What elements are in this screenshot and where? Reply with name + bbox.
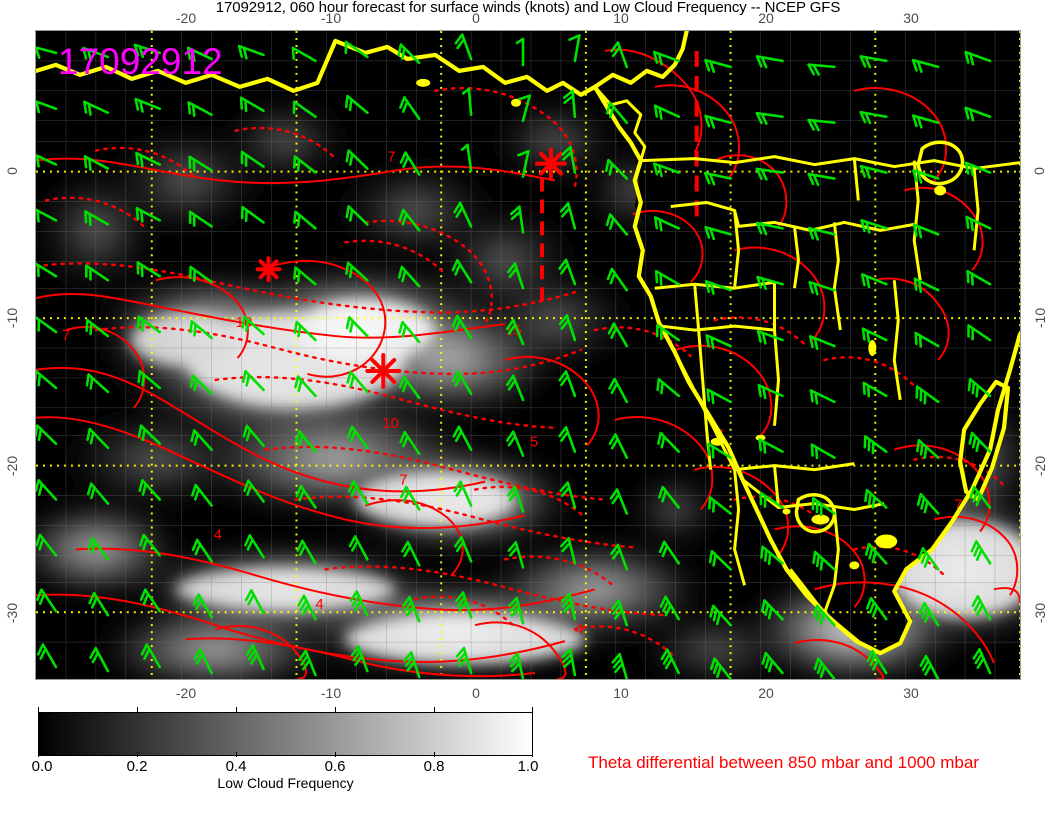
axis-tick-left: -10 (4, 307, 21, 329)
asterisk-marker-group (255, 147, 567, 389)
axis-tick-top: 0 (472, 10, 480, 26)
axis-tick-top: 10 (613, 10, 629, 26)
axis-tick-top: -20 (175, 10, 197, 26)
colorbar-tick (236, 752, 237, 757)
axis-tick-bottom: 30 (903, 685, 919, 701)
contour-label: 7 (399, 472, 407, 489)
colorbar-caption: Low Cloud Frequency (217, 775, 354, 791)
colorbar-tick (434, 707, 435, 712)
colorbar-label: 0.6 (324, 758, 346, 775)
asterisk-marker (365, 353, 402, 389)
contour-label: 4 (214, 526, 222, 543)
asterisk-marker (534, 147, 567, 180)
theta-differential-note: Theta differential between 850 mbar and … (588, 753, 979, 772)
map-graphics: 10 7 15 10 5 7 7 4 4 7 7 4 (36, 31, 1020, 679)
colorbar-label: 0.2 (126, 758, 148, 775)
contour-label: 4 (315, 596, 323, 613)
madagascar-landmass (958, 381, 1009, 500)
contour-label: 7 (62, 327, 70, 344)
map-canvas: 10 7 15 10 5 7 7 4 4 7 7 4 (36, 31, 1020, 679)
country-borders (593, 85, 1020, 643)
low-cloud-frequency-colorbar (38, 712, 533, 756)
axis-tick-left: -20 (4, 455, 21, 477)
contour-label: 5 (530, 434, 538, 451)
axis-tick-right: -30 (1032, 602, 1049, 624)
axis-tick-bottom: -20 (175, 685, 197, 701)
colorbar-tick (532, 752, 533, 757)
red-trough-line (539, 50, 699, 303)
contour-label: 10 (382, 415, 399, 432)
coastline-borders (36, 31, 1020, 656)
axis-tick-top: -10 (320, 10, 342, 26)
contour-label: 4 (575, 621, 583, 638)
africa-landmass (490, 31, 1020, 654)
axis-tick-top: 20 (758, 10, 774, 26)
axis-tick-bottom: 20 (758, 685, 774, 701)
axis-tick-bottom: -10 (320, 685, 342, 701)
axis-tick-left: 0 (3, 167, 20, 175)
page-title: 17092912, 060 hour forecast for surface … (215, 0, 841, 16)
colorbar-tick (532, 707, 533, 712)
colorbar-tick (38, 707, 39, 712)
colorbar-tick (335, 752, 336, 757)
colorbar-label: 0.4 (225, 758, 247, 775)
lakes-islands (416, 78, 947, 570)
colorbar-label: 0.8 (423, 758, 445, 775)
axis-tick-bottom: 10 (613, 685, 629, 701)
contour-label: 7 (387, 149, 395, 166)
colorbar-label: 1.0 (517, 758, 539, 775)
axis-tick-top: 30 (903, 10, 919, 26)
axis-tick-right: 0 (1030, 167, 1047, 175)
contour-label: 7 (954, 497, 962, 514)
colorbar-tick (137, 707, 138, 712)
colorbar-tick (137, 752, 138, 757)
colorbar-tick (236, 707, 237, 712)
colorbar-tick (434, 752, 435, 757)
map-panel[interactable]: 10 7 15 10 5 7 7 4 4 7 7 4 (35, 30, 1021, 680)
colorbar-label: 0.0 (31, 758, 53, 775)
axis-tick-bottom: 0 (472, 685, 480, 701)
theta-differential-contours-dotted (36, 86, 1006, 657)
lake-outline (794, 140, 965, 534)
axis-tick-right: -20 (1032, 455, 1049, 477)
colorbar-tick (38, 752, 39, 757)
axis-tick-right: -10 (1032, 307, 1049, 329)
colorbar-tick (335, 707, 336, 712)
axis-tick-left: -30 (4, 602, 21, 624)
asterisk-marker (255, 256, 282, 283)
